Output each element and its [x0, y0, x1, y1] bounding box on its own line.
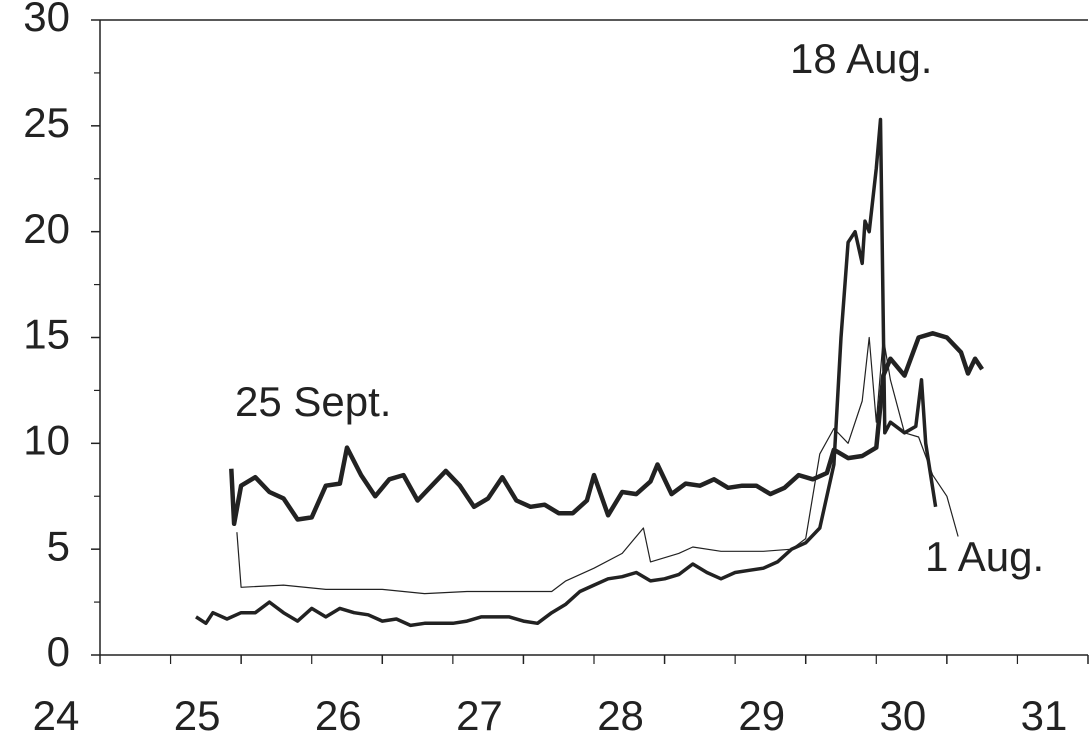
series-label: 25 Sept. — [235, 378, 391, 425]
series-label: 1 Aug. — [925, 533, 1044, 580]
x-tick-label: 27 — [456, 692, 503, 739]
series-line — [195, 117, 938, 628]
series-line — [229, 331, 984, 527]
series-line — [236, 336, 959, 595]
x-tick-label: 26 — [315, 692, 362, 739]
y-tick-label: 25 — [23, 99, 70, 146]
x-tick-label: 30 — [879, 692, 926, 739]
x-tick-label: 25 — [174, 692, 221, 739]
y-tick-label: 30 — [23, 0, 70, 40]
y-tick-label: 20 — [23, 205, 70, 252]
y-tick-label: 5 — [47, 522, 70, 569]
y-tick-label: 15 — [23, 311, 70, 358]
y-tick-label: 0 — [47, 628, 70, 675]
x-tick-label: 29 — [738, 692, 785, 739]
y-tick-label: 10 — [23, 416, 70, 463]
x-tick-label: 24 — [33, 692, 80, 739]
x-tick-label: 28 — [597, 692, 644, 739]
x-tick-label: 31 — [1021, 692, 1068, 739]
series-label: 18 Aug. — [790, 35, 932, 82]
